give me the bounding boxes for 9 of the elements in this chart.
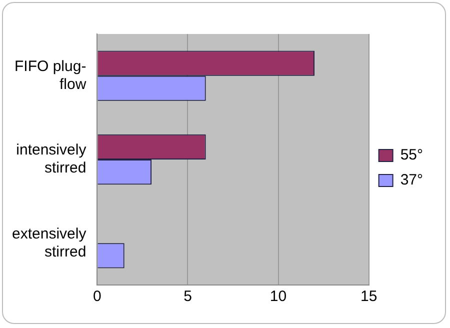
x-tick-label: 15 <box>360 288 378 306</box>
y-tick-label: FIFO plug-flow <box>14 58 86 93</box>
legend-label: 55° <box>400 146 424 164</box>
legend-label: 37° <box>400 172 424 189</box>
x-tick-label: 0 <box>93 288 102 306</box>
y-tick-label: intensively stirred <box>16 142 87 177</box>
x-tick-label: 10 <box>270 288 287 306</box>
x-tick-label: 5 <box>184 288 192 306</box>
y-tick-label: extensively stirred <box>12 225 87 260</box>
